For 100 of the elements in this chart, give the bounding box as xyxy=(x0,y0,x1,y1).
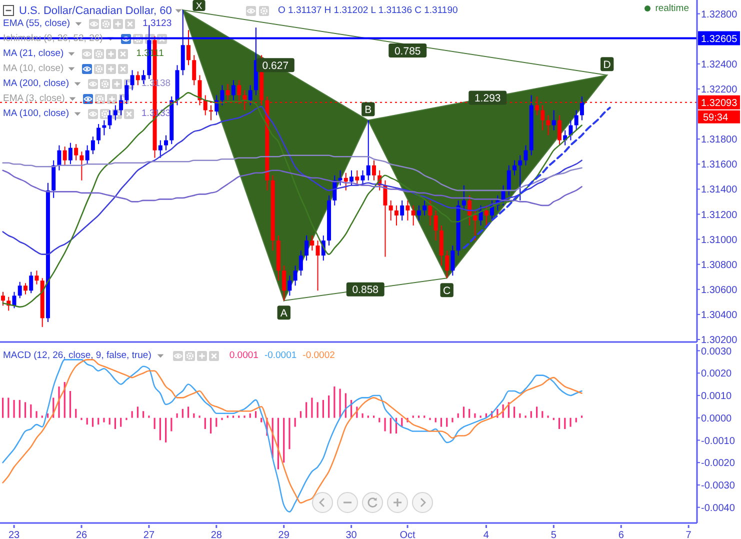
annotation: C xyxy=(443,284,452,297)
candlestick xyxy=(23,282,28,295)
text: O 1.31137 H 1.31202 L 1.31136 C 1.31190 xyxy=(278,5,458,16)
candlestick xyxy=(96,124,101,145)
y-tick-label: 1.30800 xyxy=(701,260,738,271)
candlestick xyxy=(416,204,421,221)
x-tick-label: Oct xyxy=(400,530,416,539)
candlestick xyxy=(434,210,438,242)
y-tick-label: 1.32400 xyxy=(701,59,738,70)
candlestick xyxy=(360,170,365,186)
candlestick xyxy=(90,136,95,155)
candlestick xyxy=(473,210,478,242)
candlestick xyxy=(422,200,427,216)
y-tick-label: 1.31800 xyxy=(701,134,738,146)
candlestick xyxy=(62,146,67,166)
line-series xyxy=(462,106,611,250)
candlestick xyxy=(298,250,303,276)
x-tick-label: 29 xyxy=(278,530,290,539)
annotation: -0.0001 xyxy=(264,350,297,361)
candlestick xyxy=(546,114,550,136)
candlestick xyxy=(136,70,140,86)
candlestick xyxy=(574,110,578,131)
candlestick xyxy=(108,110,112,130)
candlestick xyxy=(18,281,22,299)
candlestick xyxy=(293,265,298,286)
candlestick xyxy=(68,142,72,165)
candlestick xyxy=(85,144,90,165)
candlestick xyxy=(304,235,309,262)
y-tick-label: 1.30200 xyxy=(701,335,738,346)
line-series xyxy=(2,170,582,206)
candlestick xyxy=(220,84,224,106)
candlestick xyxy=(580,96,584,121)
candlestick xyxy=(338,170,342,186)
y-tick-label: -0.0040 xyxy=(701,502,736,514)
candlestick xyxy=(462,184,466,211)
candlestick xyxy=(512,160,517,176)
annotation: -0.0002 xyxy=(302,350,335,361)
candlestick xyxy=(158,140,162,158)
y-tick-label: 0.0010 xyxy=(701,391,732,402)
candlestick xyxy=(248,84,252,106)
x-tick-label: 5 xyxy=(550,530,557,539)
candlestick xyxy=(288,275,292,296)
annotation: A xyxy=(280,307,288,320)
candlestick xyxy=(394,204,398,226)
candlestick xyxy=(372,160,376,181)
candlestick xyxy=(557,114,562,146)
candlestick xyxy=(316,240,320,292)
x-tick-label: 4 xyxy=(483,530,490,539)
candlestick xyxy=(428,200,432,226)
y-tick-label: 1.31600 xyxy=(701,160,738,171)
candlestick xyxy=(186,30,190,66)
candlestick xyxy=(388,200,393,221)
candlestick xyxy=(540,104,545,131)
y-tick-label: 0.0030 xyxy=(701,346,732,358)
chart-title: U.S. Dollar/Canadian Dollar, 60 xyxy=(19,4,172,16)
x-tick-label: 28 xyxy=(210,530,222,539)
annotation: 0.0001 xyxy=(229,350,258,361)
candlestick xyxy=(350,170,354,186)
x-tick-label: 26 xyxy=(76,530,88,539)
candlestick xyxy=(57,144,62,171)
candlestick xyxy=(192,54,196,86)
ref-line-label: 1.32605 xyxy=(701,34,738,45)
y-tick-label: -0.0030 xyxy=(701,480,736,492)
annotation: MACD (12, 26, close, 9, false, true) xyxy=(3,350,152,361)
annotation: D xyxy=(603,58,612,71)
y-tick-label: 1.30400 xyxy=(701,310,738,321)
candlestick xyxy=(130,70,134,91)
annotation: 0.858 xyxy=(352,284,379,296)
y-tick-label: 1.31200 xyxy=(701,210,738,221)
candlestick xyxy=(34,270,39,285)
candlestick xyxy=(1,291,5,306)
candlestick xyxy=(102,120,106,136)
candlestick xyxy=(406,200,410,221)
x-tick-label: 30 xyxy=(346,530,358,539)
candlestick xyxy=(80,151,84,181)
y-tick-label: 1.31000 xyxy=(701,234,738,246)
ref-line-label: 1.32093 xyxy=(701,98,738,109)
annotation: EMA (3, close) xyxy=(3,92,65,106)
text: 59:34 xyxy=(703,112,728,124)
annotation: Ichimoku (9, 26, 52, 26) xyxy=(3,32,103,46)
y-tick-label: 1.32200 xyxy=(701,84,738,96)
candlestick xyxy=(506,164,511,196)
candlestick xyxy=(383,180,388,258)
candlestick xyxy=(12,291,16,309)
y-tick-label: 0.0020 xyxy=(701,368,732,380)
candlestick xyxy=(468,194,472,226)
candlestick xyxy=(29,271,34,294)
annotation: B xyxy=(364,104,372,116)
x-tick-label: 6 xyxy=(618,530,624,539)
candlestick xyxy=(282,265,286,302)
y-tick-label: 0.0000 xyxy=(701,413,732,424)
annotation: 0.627 xyxy=(262,60,289,72)
candlestick xyxy=(484,204,488,226)
y-tick-label: 1.32800 xyxy=(701,9,738,20)
candlestick xyxy=(164,134,168,151)
candlestick xyxy=(411,204,416,226)
x-tick-label: 27 xyxy=(143,530,155,539)
candlestick xyxy=(400,200,404,221)
candlestick xyxy=(450,245,455,276)
y-tick-label: -0.0020 xyxy=(701,458,736,470)
